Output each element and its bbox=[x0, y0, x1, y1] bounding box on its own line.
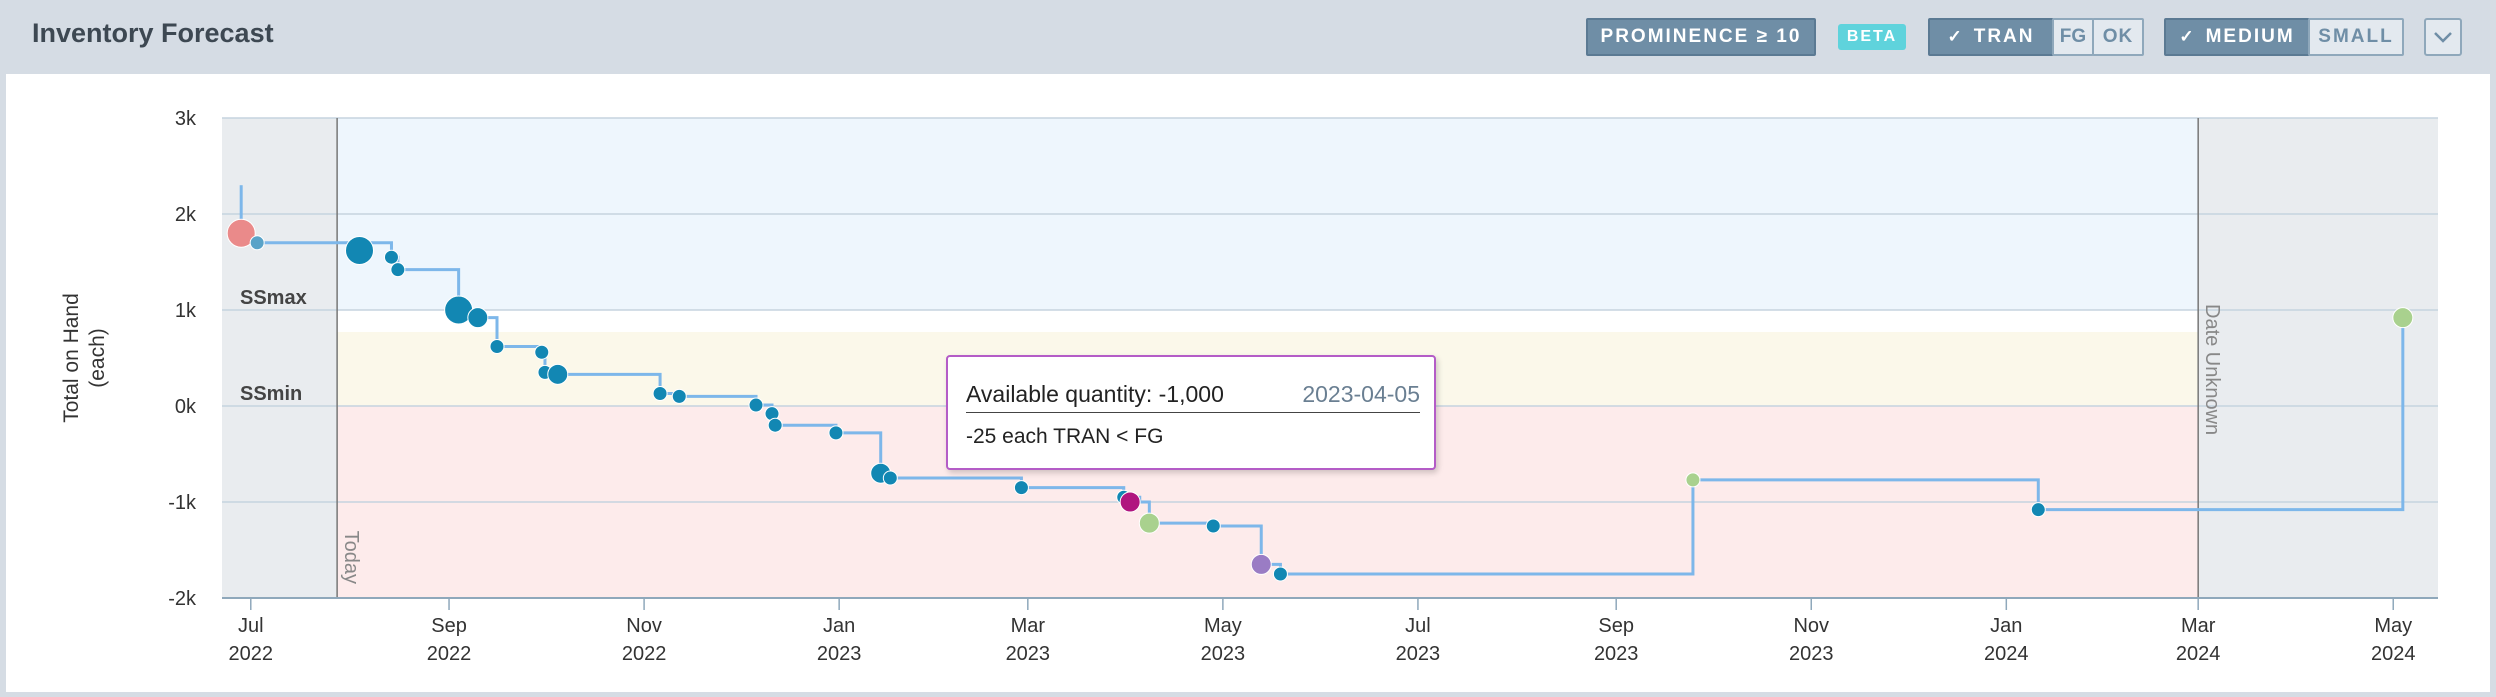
tooltip-date: 2023-04-05 bbox=[1302, 381, 1420, 407]
data-point[interactable] bbox=[828, 425, 844, 441]
x-tick-year-label: 2023 bbox=[817, 643, 862, 665]
x-tick-month-label: Mar bbox=[1011, 615, 1046, 637]
data-point[interactable] bbox=[1119, 491, 1141, 513]
data-point[interactable] bbox=[226, 218, 256, 248]
data-point[interactable] bbox=[547, 363, 569, 385]
x-tick-year-label: 2022 bbox=[427, 643, 472, 665]
data-point[interactable] bbox=[1272, 566, 1288, 582]
x-tick-month-label: Jul bbox=[238, 615, 264, 637]
data-point[interactable] bbox=[489, 338, 505, 354]
x-tick-month-label: Sep bbox=[431, 615, 467, 637]
x-tick-month-label: Nov bbox=[626, 615, 662, 637]
data-point[interactable] bbox=[748, 397, 764, 413]
x-tick-year-label: 2022 bbox=[622, 643, 667, 665]
y-tick-label: -1k bbox=[168, 492, 197, 514]
tooltip-quantity: Available quantity: -1,000 bbox=[966, 381, 1224, 407]
check-icon: ✓ bbox=[1947, 27, 1964, 46]
ssmax-label: SSmax bbox=[240, 287, 307, 309]
medium-size-label: MEDIUM bbox=[2205, 26, 2295, 47]
tran-toggle-label: TRAN bbox=[1973, 26, 2035, 47]
data-point[interactable] bbox=[383, 249, 399, 265]
date-unknown-marker-label: Date Unknown bbox=[2201, 304, 2223, 435]
x-tick-year-label: 2024 bbox=[2176, 643, 2221, 665]
data-point[interactable] bbox=[882, 470, 898, 486]
today-marker-label: Today bbox=[340, 531, 362, 584]
data-point[interactable] bbox=[345, 235, 375, 265]
tran-toggle-button[interactable]: ✓ TRAN bbox=[1928, 18, 2054, 56]
chevron-down-icon bbox=[2434, 32, 2452, 43]
panel-title: Inventory Forecast bbox=[32, 18, 274, 48]
beta-badge: BETA bbox=[1838, 24, 1906, 50]
x-tick-year-label: 2023 bbox=[1006, 643, 1051, 665]
data-point[interactable] bbox=[2392, 307, 2414, 329]
past-region bbox=[222, 118, 338, 598]
small-size-button[interactable]: SMALL bbox=[2308, 18, 2404, 56]
ok-toggle-button[interactable]: OK bbox=[2092, 18, 2144, 56]
x-tick-year-label: 2024 bbox=[1984, 643, 2029, 665]
x-tick-month-label: May bbox=[2374, 615, 2412, 637]
x-tick-month-label: Nov bbox=[1793, 615, 1829, 637]
data-point[interactable] bbox=[1250, 553, 1272, 575]
y-tick-label: 1k bbox=[175, 300, 197, 322]
data-point[interactable] bbox=[652, 386, 668, 402]
data-point[interactable] bbox=[467, 307, 489, 329]
data-point[interactable] bbox=[1205, 518, 1221, 534]
x-tick-year-label: 2023 bbox=[1594, 643, 1639, 665]
ssmin-label: SSmin bbox=[240, 383, 302, 405]
data-point[interactable] bbox=[390, 262, 406, 278]
x-tick-year-label: 2023 bbox=[1789, 643, 1834, 665]
y-tick-label: 2k bbox=[175, 204, 197, 226]
x-tick-year-label: 2024 bbox=[2371, 643, 2416, 665]
x-tick-month-label: Jan bbox=[823, 615, 855, 637]
check-icon: ✓ bbox=[2179, 27, 2196, 46]
x-tick-month-label: May bbox=[1204, 615, 1242, 637]
panel-header: Inventory Forecast PROMINENCE ≥ 10 BETA … bbox=[0, 0, 2496, 74]
tooltip-header: Available quantity: -1,000 2023-04-05 bbox=[966, 377, 1420, 413]
x-tick-month-label: Mar bbox=[2181, 615, 2216, 637]
x-tick-year-label: 2023 bbox=[1201, 643, 1246, 665]
y-tick-label: 0k bbox=[175, 396, 197, 418]
point-tooltip: Available quantity: -1,000 2023-04-05 -2… bbox=[946, 355, 1436, 470]
x-tick-year-label: 2023 bbox=[1396, 643, 1441, 665]
prominence-filter-button[interactable]: PROMINENCE ≥ 10 bbox=[1586, 18, 1816, 56]
medium-size-button[interactable]: ✓ MEDIUM bbox=[2164, 18, 2310, 56]
unknown-date-region bbox=[2198, 118, 2438, 598]
data-point[interactable] bbox=[534, 344, 550, 360]
collapse-button[interactable] bbox=[2424, 18, 2462, 56]
data-point[interactable] bbox=[767, 417, 783, 433]
data-point[interactable] bbox=[671, 388, 687, 404]
y-axis-title-line: (each) bbox=[86, 328, 109, 388]
y-tick-label: 3k bbox=[175, 108, 197, 130]
y-axis-title-line: Total on Hand bbox=[60, 293, 83, 423]
y-axis-title: Total on Hand (each) bbox=[60, 293, 109, 423]
data-point[interactable] bbox=[1685, 472, 1701, 488]
tooltip-detail: -25 each TRAN < FG bbox=[966, 425, 1164, 448]
fg-toggle-button[interactable]: FG bbox=[2052, 18, 2094, 56]
data-point[interactable] bbox=[1013, 480, 1029, 496]
x-tick-month-label: Jan bbox=[1990, 615, 2022, 637]
data-point[interactable] bbox=[2030, 502, 2046, 518]
data-point[interactable] bbox=[249, 235, 265, 251]
data-point[interactable] bbox=[1138, 512, 1160, 534]
x-tick-month-label: Jul bbox=[1405, 615, 1431, 637]
x-tick-year-label: 2022 bbox=[229, 643, 274, 665]
x-tick-month-label: Sep bbox=[1598, 615, 1634, 637]
y-tick-label: -2k bbox=[168, 588, 197, 610]
